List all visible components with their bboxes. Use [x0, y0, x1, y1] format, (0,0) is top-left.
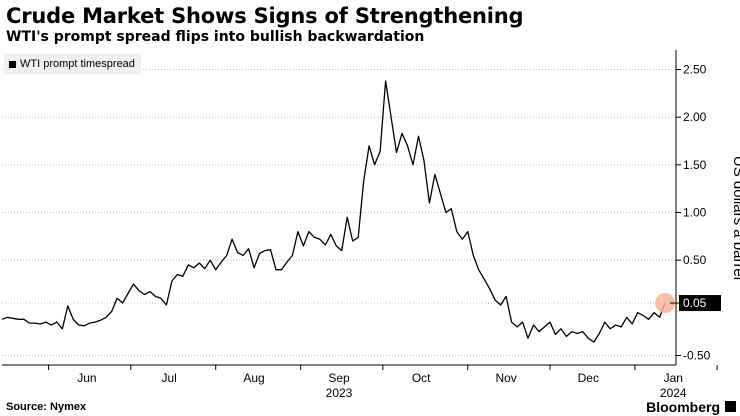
chart-title: Crude Market Shows Signs of Strengthenin… [6, 4, 524, 28]
x-tick-label: Jun [77, 371, 96, 385]
x-tick-label: Jul [161, 371, 176, 385]
series-layer [1, 80, 676, 343]
y-tick-label: 1.50 [683, 158, 707, 172]
last-value-badge [679, 295, 721, 312]
x-tick-label: Jan [664, 371, 683, 385]
series-line-wti [1, 80, 666, 343]
x-tick-label: Sep [328, 371, 350, 385]
y-tick-label: 2.00 [683, 110, 707, 124]
brand-logo-text: Bloomberg [646, 399, 720, 415]
x-tick-label: Dec [578, 371, 599, 385]
chart-subtitle: WTI's prompt spread flips into bullish b… [6, 29, 425, 45]
x-year-label: 2023 [326, 386, 353, 400]
y-tick-label: -0.50 [683, 348, 711, 362]
y-axis-label: US dollars a barrel [730, 156, 740, 280]
x-tick-label: Nov [495, 371, 516, 385]
grid-lines [2, 69, 676, 356]
last-value-marker [655, 293, 676, 314]
legend: WTI prompt timespread [4, 54, 141, 74]
x-year-label: 2024 [660, 386, 687, 400]
last-value-label: 0.05 [683, 296, 707, 310]
x-tick-label: Oct [412, 371, 431, 385]
legend-swatch [9, 60, 16, 68]
source-note: Source: Nymex [6, 401, 87, 413]
brand-square-icon [725, 401, 736, 412]
legend-label-wti: WTI prompt timespread [20, 58, 135, 70]
axes [2, 50, 718, 370]
y-tick-label: 2.50 [683, 63, 707, 77]
y-tick-label: 1.00 [683, 206, 707, 220]
x-tick-label: Aug [243, 371, 264, 385]
tick-labels: -0.50 0.50 1.00 1.50 2.00 2.50 Jun Jul Aug Sep Oct… [77, 63, 721, 400]
y-tick-label: 0.50 [683, 253, 707, 267]
